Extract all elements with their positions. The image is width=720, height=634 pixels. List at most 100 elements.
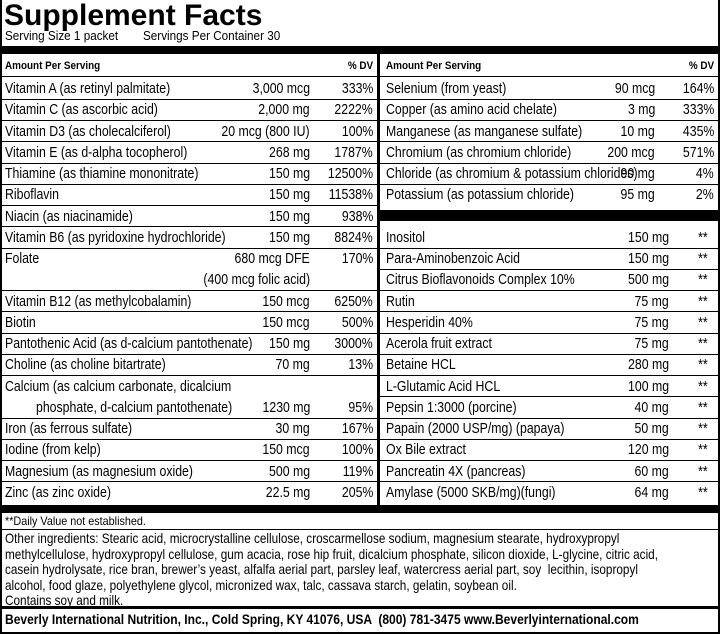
nutrient-name: Vitamin E (as d-alpha tocopherol) [5,143,188,161]
nutrient-amount: 150 mcg [262,292,310,310]
column-header: Amount Per Serving [386,60,482,72]
nutrient-name: Riboflavin [5,186,60,204]
rule [380,162,720,164]
nutrient-amount: 30 mg [275,420,310,437]
nutrient-amount: 90 mcg [614,80,655,97]
rule [380,481,720,483]
daily-value: 333% [682,101,714,119]
daily-value: 119% [342,462,373,480]
daily-value: 333% [341,80,373,97]
nutrient-name: Zinc (as zinc oxide) [5,483,111,501]
nutrient-amount: 3 mg [627,101,655,119]
rule [0,417,377,419]
footnote: **Daily Value not established. [5,514,146,528]
nutrient-name: Niacin (as niacinamide) [5,207,133,225]
daily-value: ** [698,335,708,352]
nutrient-amount: 64 mg [634,483,669,501]
daily-value: ** [698,313,708,331]
nutrient-amount: 500 mg [627,271,669,289]
daily-value: 4% [696,165,714,182]
nutrient-name: Vitamin B12 (as methylcobalamin) [5,292,192,310]
nutrient-name: Calcium (as calcium carbonate, dicalcium [5,377,232,395]
rule [380,396,720,398]
nutrient-amount: 200 mcg [607,143,655,161]
rule [0,375,377,376]
rule [380,141,720,143]
ingredients-line: Contains soy and milk. [5,592,124,608]
rule [0,162,377,164]
nutrient-amount: 150 mcg [262,441,310,459]
nutrient-amount: 500 mg [268,462,310,480]
daily-value: 938% [341,207,373,225]
column-header: Amount Per Serving [5,60,101,72]
rule [377,54,380,505]
nutrient-amount: 150 mg [268,186,310,204]
nutrient-name: Rutin [386,292,415,310]
daily-value: 205% [341,483,373,501]
nutrient-name: Pancreatin 4X (pancreas) [386,462,526,480]
nutrient-amount: 95 mg [620,186,655,204]
rule [380,120,720,121]
nutrient-name: phosphate, d-calcium pantothenate) [36,398,233,416]
rule [0,481,377,483]
nutrient-name: Hesperidin 40% [386,313,473,331]
nutrient-amount: 70 mg [275,356,310,374]
nutrient-name: Potassium (as potassium chloride) [386,186,574,204]
nutrient-amount: 150 mg [268,165,310,182]
daily-value: 6250% [334,292,373,310]
rule [0,505,720,513]
ingredients-line: casein hydrolysate, rice bran, brewer’s … [5,561,638,577]
rule [380,268,720,270]
daily-value: 12500% [327,165,373,182]
rule [0,120,377,121]
rule [380,290,720,291]
nutrient-name: Pantothenic Acid (as d-calcium pantothen… [5,335,253,352]
daily-value: 100% [341,441,373,459]
nutrient-name: Inositol [386,228,425,246]
title: Supplement Facts [4,0,263,32]
company-info: Beverly International Nutrition, Inc., C… [5,611,639,627]
nutrient-amount: 60 mg [634,462,669,480]
rule [0,529,720,530]
nutrient-name: Ox Bile extract [386,441,466,459]
rule [380,98,720,100]
nutrient-amount: 120 mg [627,441,669,459]
nutrient-name: Vitamin C (as ascorbic acid) [5,101,158,119]
daily-value: ** [698,250,708,267]
daily-value: ** [698,271,708,289]
nutrient-amount: 90 mg [620,165,655,182]
rule [0,438,377,440]
frame-left [0,0,2,634]
rule [0,247,377,249]
nutrient-amount: 280 mg [627,356,669,374]
daily-value: 11538% [328,186,373,204]
daily-value: 571% [682,143,714,161]
daily-value: ** [698,228,708,246]
rule [0,141,377,143]
nutrient-name: Betaine HCL [386,356,456,374]
nutrient-name: Vitamin D3 (as cholecalciferol) [5,122,171,140]
daily-value: 13% [348,356,373,374]
nutrient-amount: 40 mg [634,398,669,416]
daily-value: ** [698,462,708,480]
nutrient-name: Copper (as amino acid chelate) [386,101,557,119]
nutrient-name: Vitamin A (as retinyl palmitate) [5,80,171,97]
nutrient-amount: 150 mg [627,228,669,246]
nutrient-amount: (400 mcg folic acid) [203,271,310,289]
rule [0,205,377,206]
column-header: % DV [688,60,714,72]
nutrient-name: Acerola fruit extract [386,335,492,352]
nutrient-name: Iron (as ferrous sulfate) [5,420,133,437]
rule [380,247,720,249]
nutrient-amount: 150 mg [627,250,669,267]
daily-value: 2222% [334,101,373,119]
daily-value: 8824% [334,228,373,246]
daily-value: 170% [341,250,373,267]
rule [380,353,720,355]
column-header: % DV [347,60,373,72]
nutrient-name: Vitamin B6 (as pyridoxine hydrochloride) [5,228,226,246]
nutrient-amount: 150 mg [268,335,310,352]
daily-value: ** [698,398,708,416]
daily-value: 95% [348,398,373,416]
nutrient-amount: 22.5 mg [265,483,310,501]
